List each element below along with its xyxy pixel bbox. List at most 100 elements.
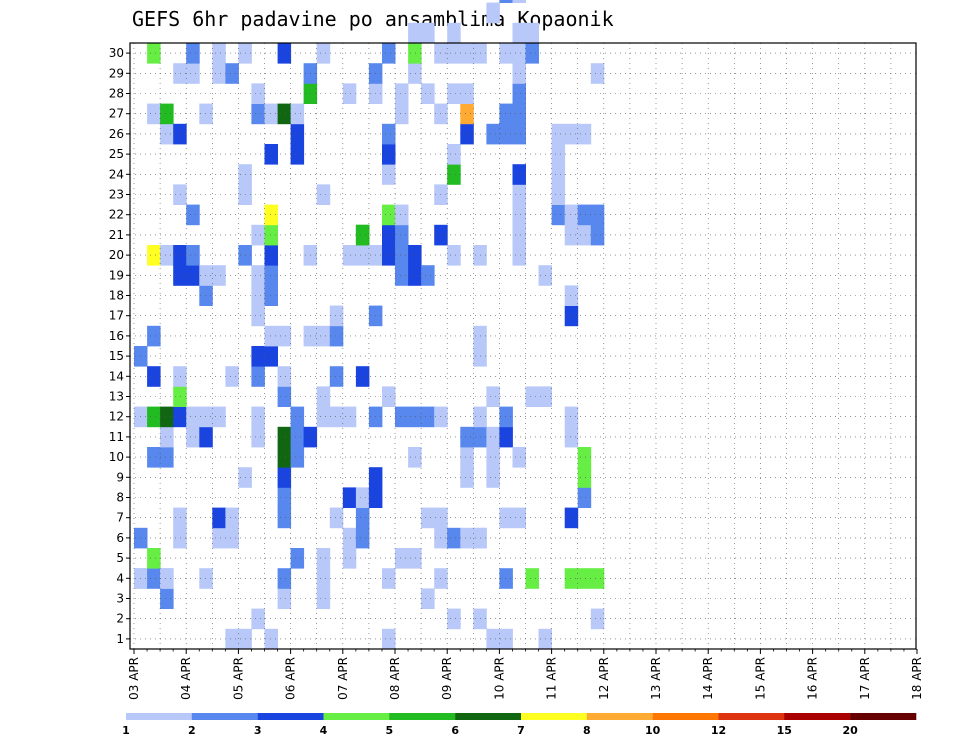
heatmap-cell: [408, 447, 422, 468]
heatmap-cell: [512, 0, 526, 3]
legend-swatch: [455, 713, 522, 720]
heatmap-cell: [408, 548, 422, 569]
heatmap-cell: [147, 568, 161, 589]
heatmap-cell: [355, 366, 370, 387]
heatmap-cell: [421, 265, 435, 286]
heatmap-cell: [512, 103, 526, 125]
heatmap-cell: [382, 144, 396, 165]
legend-swatch: [191, 713, 258, 720]
heatmap-cell: [382, 164, 396, 185]
heatmap-cell: [277, 447, 292, 468]
heatmap-cell: [147, 245, 161, 266]
x-tick-label: 12 APR: [597, 657, 611, 700]
legend-swatch: [521, 713, 588, 720]
heatmap-cell: [147, 447, 161, 468]
heatmap-cell: [186, 245, 200, 266]
heatmap-cell: [447, 22, 461, 44]
x-tick-label: 08 APR: [388, 657, 402, 700]
heatmap-cell: [160, 568, 174, 589]
heatmap-cell: [225, 527, 239, 549]
heatmap-cell: [421, 83, 435, 104]
heatmap-cell: [160, 103, 174, 125]
heatmap-cell: [421, 588, 435, 609]
heatmap-cell: [186, 265, 200, 286]
heatmap-cell: [486, 628, 500, 650]
heatmap-cell: [447, 608, 461, 630]
heatmap-cell: [382, 245, 396, 266]
heatmap-cell: [160, 447, 174, 468]
heatmap-cell: [160, 406, 174, 428]
heatmap-cell: [173, 245, 187, 266]
heatmap-cell: [499, 406, 513, 428]
heatmap-cell: [564, 204, 579, 226]
heatmap-cell: [499, 426, 513, 448]
legend-label: 5: [385, 724, 393, 737]
legend-swatch: [323, 713, 390, 720]
heatmap-cell: [447, 43, 461, 64]
heatmap-cell: [564, 507, 579, 529]
heatmap-cell: [251, 426, 265, 448]
y-tick-label: 13: [109, 390, 124, 404]
heatmap-cell: [290, 123, 305, 145]
heatmap-cell: [355, 487, 370, 508]
heatmap-cell: [264, 325, 278, 347]
y-tick-label: 8: [116, 491, 124, 505]
heatmap-cell: [564, 285, 579, 306]
heatmap-cell: [199, 568, 213, 589]
x-tick-label: 14 APR: [701, 657, 715, 700]
heatmap-cell: [264, 245, 278, 266]
heatmap-cell: [486, 123, 500, 145]
y-tick-label: 28: [109, 87, 124, 101]
heatmap-cell: [447, 164, 461, 185]
legend-label: 4: [320, 724, 328, 737]
heatmap-cell: [212, 63, 226, 84]
heatmap-cell: [551, 184, 566, 205]
heatmap-cell: [564, 568, 579, 589]
heatmap-cell: [251, 608, 265, 630]
heatmap-cell: [355, 507, 370, 529]
y-tick-label: 12: [109, 410, 124, 424]
heatmap-cell: [421, 22, 435, 44]
plot-frame: [129, 42, 917, 650]
heatmap-cell: [225, 366, 239, 387]
x-axis: 03 APR 04 APR 05 APR 06 APR 07 APR 08 APR 09 A…: [127, 649, 924, 700]
heatmap-cell: [212, 406, 226, 428]
heatmap-cell: [147, 406, 161, 428]
heatmap-cell: [486, 426, 500, 448]
heatmap-cell: [329, 406, 344, 428]
heatmap-cell: [342, 548, 357, 569]
heatmap-cell: [499, 507, 513, 529]
heatmap-cell: [212, 527, 226, 549]
heatmap-cell: [212, 507, 226, 529]
heatmap-cell: [147, 103, 161, 125]
heatmap-cell: [264, 204, 278, 226]
heatmap-cell: [395, 103, 409, 125]
heatmap-cell: [251, 103, 265, 125]
heatmap-cell: [395, 224, 409, 246]
heatmap-cell: [512, 447, 526, 468]
heatmap-cell: [251, 224, 265, 246]
y-tick-label: 21: [109, 228, 124, 242]
heatmap-cell: [551, 164, 566, 185]
heatmap-cell: [225, 507, 239, 529]
x-tick-label: 04 APR: [179, 657, 193, 700]
heatmap-cell: [460, 467, 474, 488]
heatmap-cell: [277, 588, 292, 609]
heatmap-cell: [186, 204, 200, 226]
heatmap-cell: [277, 426, 292, 448]
x-tick-label: 06 APR: [284, 657, 298, 700]
heatmap-cell: [277, 366, 292, 387]
heatmap-cell: [199, 406, 213, 428]
heatmap-cell: [342, 527, 357, 549]
y-tick-label: 1: [116, 632, 124, 646]
heatmap-cell: [408, 245, 422, 266]
heatmap-cell: [447, 144, 461, 165]
heatmap-cell: [342, 487, 357, 508]
y-tick-label: 10: [109, 450, 124, 464]
heatmap-cell: [147, 325, 161, 347]
y-axis: 1234567891011121314151617181920212223242…: [109, 46, 130, 646]
y-tick-label: 16: [109, 329, 124, 343]
heatmap-cell: [186, 426, 200, 448]
heatmap-cell: [395, 204, 409, 226]
heatmap-cell: [212, 43, 226, 64]
